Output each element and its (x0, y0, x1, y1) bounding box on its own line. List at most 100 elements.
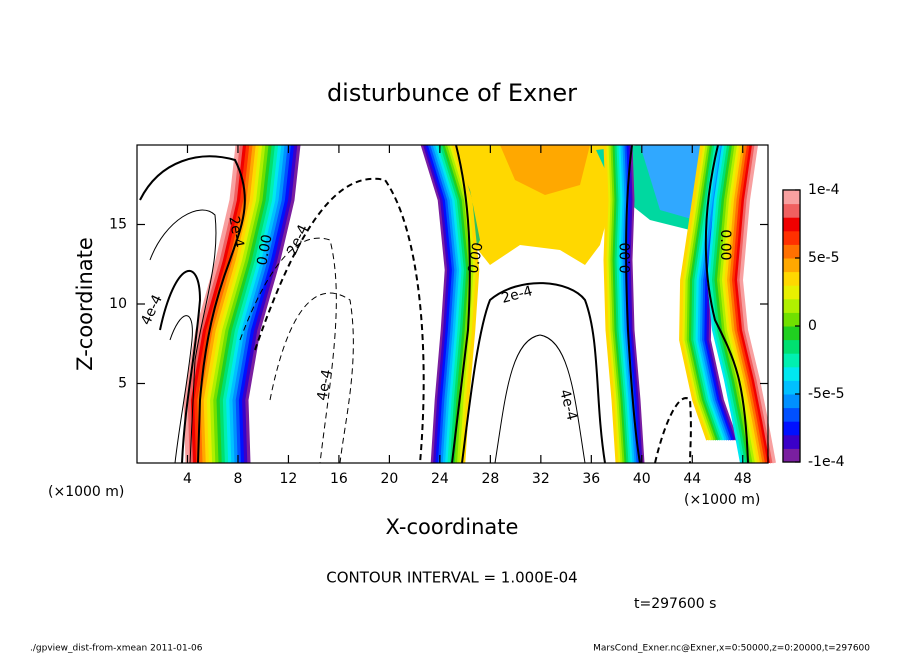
shade-band (212, 144, 269, 464)
y-tick-label: 15 (109, 217, 127, 233)
shade-band (218, 144, 275, 464)
colorbar-band (783, 448, 800, 463)
shade-band (714, 144, 751, 464)
shade-band (721, 144, 759, 464)
shade-band (215, 144, 272, 464)
shade-band (193, 144, 250, 464)
x-unit: (×1000 m) (684, 492, 760, 508)
shade-band (729, 144, 766, 464)
y-axis-label: Z-coordinate (73, 237, 97, 371)
y-tick-label: 10 (109, 296, 127, 312)
x-tick-label: 44 (683, 471, 701, 487)
colorbar-tick-label: 5e-5 (808, 250, 839, 266)
shade-band (617, 144, 633, 464)
x-tick-label: 16 (330, 471, 348, 487)
colorbar-band (783, 312, 800, 327)
contour-label: 0.00 (717, 229, 733, 260)
x-tick-label: 28 (481, 471, 499, 487)
contour-label: 0.00 (618, 242, 634, 273)
shade-band (629, 144, 645, 464)
colorbar-tick-label: 1e-4 (808, 182, 840, 198)
shade-band (451, 144, 480, 464)
shade-band (619, 144, 635, 464)
x-tick-label: 36 (582, 471, 600, 487)
colorbar-tick-label: -5e-5 (808, 386, 845, 402)
contour-interval: CONTOUR INTERVAL = 1.000E-04 (326, 569, 577, 587)
colorbar-band (783, 326, 800, 341)
x-axis-label: X-coordinate (386, 515, 519, 539)
shade-band (241, 144, 298, 464)
footer: MarsCond_Exner.nc@Exner,x=0:50000,z=0:20… (593, 644, 870, 654)
x-tick-label: 8 (233, 471, 242, 487)
shade-band (724, 144, 761, 464)
shade-band (447, 144, 475, 464)
shade-band (711, 144, 749, 464)
shade-band (186, 144, 243, 464)
colorbar-band (783, 421, 800, 436)
shade-band (687, 144, 719, 441)
shade-band (420, 144, 449, 464)
shade-band (432, 144, 461, 464)
shade-band (439, 144, 468, 464)
y-tick-label: 5 (118, 376, 127, 392)
shade-band (739, 144, 776, 464)
shade-band (627, 144, 643, 464)
shade-band (603, 144, 619, 464)
contour-label: 2e-4 (500, 283, 535, 307)
shade-band (607, 144, 623, 464)
shade-band (209, 144, 266, 464)
colorbar-tick-label: -1e-4 (808, 454, 845, 470)
shade-band (199, 144, 256, 464)
colorbar-band (783, 230, 800, 245)
contour-line (704, 144, 749, 464)
shade-band (221, 144, 279, 464)
colorbar-band (783, 203, 800, 218)
shade-band (690, 144, 721, 441)
shade-band (423, 144, 451, 464)
shade-band (685, 144, 716, 441)
contour-label: 2e-4 (225, 215, 246, 249)
contour-label: 0.00 (465, 241, 486, 274)
shade-band (202, 144, 259, 464)
shade-band (621, 144, 637, 464)
shade-band (609, 144, 625, 464)
shade-band (615, 144, 631, 464)
shade-band (736, 144, 774, 464)
footer: ./gpview_dist-from-xmean 2011-01-06 (30, 644, 203, 654)
contour-line (494, 334, 586, 464)
colorbar-band (783, 407, 800, 422)
contour-line (654, 397, 692, 464)
colorbar-band (783, 434, 800, 449)
shade-band (205, 144, 263, 464)
contour-line (149, 209, 217, 464)
x-tick-label: 20 (380, 471, 398, 487)
shade-band (716, 144, 754, 464)
contour-line (461, 282, 606, 464)
contour-line (139, 155, 246, 464)
shade-band (696, 144, 727, 441)
colorbar-band (783, 244, 800, 259)
shade-band (427, 144, 456, 464)
colorbar-band (783, 394, 800, 409)
shade-band (731, 144, 769, 464)
shade-band (692, 144, 723, 441)
x-tick-label: 48 (734, 471, 752, 487)
contour-line (254, 177, 425, 464)
shade-band (679, 144, 710, 441)
shade-band (726, 144, 764, 464)
shade-band (425, 144, 453, 464)
contour-line (451, 144, 471, 464)
shade-region (500, 145, 590, 195)
x-tick-label: 12 (280, 471, 298, 487)
shade-band (681, 144, 712, 441)
x-unit: (×1000 m) (48, 484, 124, 500)
shade-band (237, 144, 295, 464)
colorbar-band (783, 339, 800, 354)
shade-band (611, 144, 627, 464)
shade-band (706, 144, 744, 464)
contour-line (159, 269, 202, 464)
x-tick-label: 4 (183, 471, 192, 487)
shade-band (683, 144, 714, 441)
contour-label: 4e-4 (556, 388, 580, 423)
